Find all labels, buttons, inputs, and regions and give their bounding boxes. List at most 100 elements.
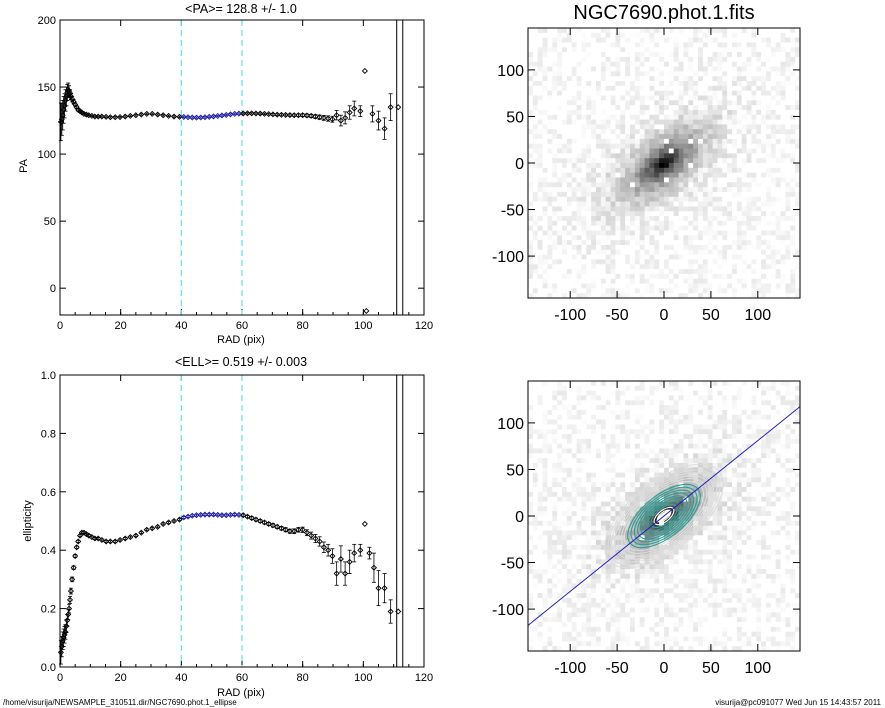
pa-data-point xyxy=(112,114,119,121)
galaxy-image-pixel xyxy=(620,216,626,222)
galaxy-image-pixel xyxy=(678,163,684,169)
galaxy-image-pixel xyxy=(528,134,534,140)
isophote-image-pixel xyxy=(576,516,582,522)
isophote-image-pixel xyxy=(605,487,612,493)
galaxy-image-pixel xyxy=(702,177,709,183)
galaxy-image-pixel xyxy=(600,28,607,34)
isophote-image-pixel xyxy=(576,540,582,546)
galaxy-image-pixel xyxy=(790,182,796,188)
galaxy-image-pixel xyxy=(547,134,553,140)
pa-data-point xyxy=(171,113,178,120)
galaxy-image-pixel xyxy=(712,196,718,203)
galaxy-image-pixel xyxy=(542,81,548,87)
galaxy-image-pixel xyxy=(736,254,743,260)
ell-data-point xyxy=(227,511,234,518)
galaxy-image-pixel xyxy=(693,158,699,164)
isophote-image-pixel xyxy=(581,602,587,609)
galaxy-image-pixel xyxy=(630,90,636,96)
galaxy-image-pixel xyxy=(576,293,582,298)
galaxy-image-pixel xyxy=(741,264,748,270)
galaxy-image-pixel xyxy=(770,177,777,183)
galaxy-image-pixel xyxy=(717,201,723,207)
isophote-image-pixel xyxy=(566,535,573,541)
galaxy-image-pixel xyxy=(683,206,689,212)
isophote-image-pixel xyxy=(576,472,582,478)
galaxy-image-pixel xyxy=(537,249,544,256)
galaxy-image-pixel xyxy=(649,293,655,298)
galaxy-image-pixel xyxy=(605,66,612,72)
isophote-image-pixel xyxy=(591,549,597,556)
galaxy-image-pixel xyxy=(741,196,748,203)
galaxy-image-pixel xyxy=(610,52,616,58)
galaxy-image-pixel xyxy=(542,52,548,58)
galaxy-image-pixel xyxy=(542,138,548,145)
galaxy-image-pixel xyxy=(736,196,743,203)
galaxy-image-pixel xyxy=(688,254,694,260)
isophote-image-pixel xyxy=(605,443,612,449)
galaxy-image-pixel xyxy=(780,283,786,289)
galaxy-image-pixel xyxy=(741,163,748,169)
galaxy-image-pixel xyxy=(707,81,714,87)
galaxy-image-pixel xyxy=(683,177,689,183)
galaxy-image-pixel xyxy=(552,278,558,285)
galaxy-image-pixel xyxy=(600,56,607,63)
galaxy-image-pixel xyxy=(528,100,534,106)
isophote-image-pixel xyxy=(581,390,587,396)
galaxy-image-pixel xyxy=(634,124,641,130)
isophote-image-pixel xyxy=(571,472,578,478)
galaxy-image-pixel xyxy=(557,47,563,53)
ell-data-point xyxy=(278,525,285,532)
galaxy-image-pixel xyxy=(693,119,699,125)
galaxy-image-pixel xyxy=(727,225,733,231)
galaxy-image-pixel xyxy=(659,216,665,222)
galaxy-image-pixel xyxy=(586,254,592,260)
galaxy-image-pixel xyxy=(532,235,539,241)
isophote-image-pixel xyxy=(600,438,607,445)
galaxy-image-pixel xyxy=(702,264,709,270)
galaxy-image-pixel xyxy=(770,220,777,227)
galaxy-image-pixel xyxy=(542,114,548,121)
isophote-image-pixel xyxy=(547,607,553,613)
galaxy-image-pixel xyxy=(746,230,752,236)
isophote-image-pixel xyxy=(586,477,592,483)
galaxy-image-pixel xyxy=(766,283,772,289)
galaxy-image-pixel xyxy=(756,153,762,159)
galaxy-image-pixel xyxy=(576,191,582,198)
galaxy-image-pixel xyxy=(532,163,539,169)
galaxy-image-pixel xyxy=(528,76,534,82)
isophote-image-pixel xyxy=(600,482,607,488)
galaxy-image-pixel xyxy=(537,81,544,87)
galaxy-image-pixel xyxy=(532,66,539,72)
isophote-image-pixel xyxy=(557,390,563,396)
galaxy-image-pixel xyxy=(591,182,597,188)
isophote-image-pixel xyxy=(591,622,597,628)
galaxy-image-pixel xyxy=(746,182,752,188)
isophote-image-pixel xyxy=(571,607,578,613)
isophote-image-pixel xyxy=(532,530,539,536)
galaxy-image-pixel xyxy=(683,278,689,285)
isophote-image-pixel xyxy=(576,593,582,599)
galaxy-image-pixel xyxy=(615,269,621,275)
galaxy-image-pixel xyxy=(707,259,714,265)
galaxy-image-pixel xyxy=(741,283,748,289)
galaxy-image-pixel xyxy=(659,66,665,72)
ell-data-point xyxy=(231,511,238,518)
galaxy-image-pixel xyxy=(571,182,578,188)
ell-xtick-label: 80 xyxy=(297,672,309,684)
isophote-image-pixel xyxy=(528,448,534,454)
galaxy-image-pixel xyxy=(722,172,728,178)
galaxy-image-pixel xyxy=(620,28,626,34)
galaxy-image-pixel xyxy=(780,191,786,198)
galaxy-image-pixel xyxy=(557,264,563,270)
galaxy-image-pixel xyxy=(683,288,689,294)
galaxy-image-pixel xyxy=(610,32,616,39)
galaxy-image-pixel xyxy=(659,100,665,106)
galaxy-image-pixel xyxy=(683,119,689,125)
galaxy-image-pixel xyxy=(537,167,544,174)
galaxy-image-pixel xyxy=(610,278,616,285)
galaxy-image-pixel xyxy=(528,187,534,193)
galaxy-image-pixel xyxy=(605,187,612,193)
galaxy-image-pixel xyxy=(596,278,602,285)
galaxy-image-pixel xyxy=(722,230,728,236)
galaxy-image-pixel xyxy=(736,47,743,53)
